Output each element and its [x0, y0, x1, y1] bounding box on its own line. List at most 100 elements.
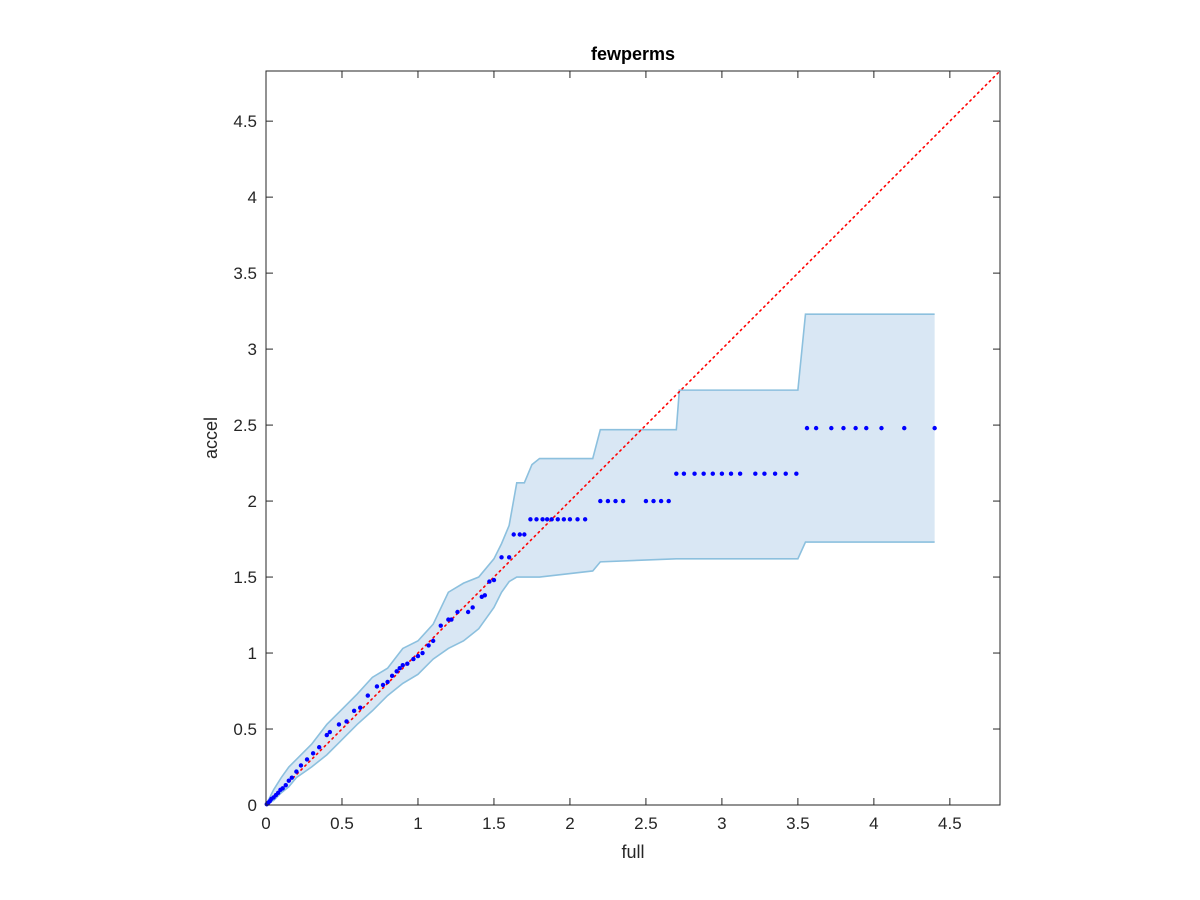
- band-upper-edge: [265, 313, 935, 806]
- chart-title: fewperms: [591, 44, 675, 64]
- data-point: [753, 471, 758, 476]
- y-tick-label: 0.5: [233, 720, 257, 739]
- data-point: [397, 666, 402, 671]
- x-tick-label: 3: [717, 814, 726, 833]
- data-point: [400, 662, 405, 668]
- x-tick-label: 2.5: [634, 814, 658, 833]
- data-point: [280, 786, 285, 791]
- data-point: [829, 425, 834, 431]
- data-point: [499, 555, 504, 560]
- data-point: [482, 593, 488, 598]
- data-point: [658, 498, 664, 504]
- y-tick-label: 2: [248, 492, 257, 511]
- data-point: [540, 517, 545, 522]
- data-point: [415, 653, 421, 659]
- data-point: [605, 498, 611, 504]
- data-point: [710, 471, 715, 476]
- data-point: [841, 425, 846, 431]
- data-point: [598, 498, 603, 504]
- data-point: [567, 517, 573, 522]
- data-point: [446, 617, 451, 622]
- data-point: [549, 517, 554, 522]
- data-point: [506, 555, 512, 560]
- data-point: [561, 517, 567, 522]
- reference-line: [265, 70, 1001, 806]
- y-tick-label: 4.5: [233, 112, 257, 131]
- data-point: [298, 763, 304, 768]
- data-point: [575, 517, 580, 522]
- data-point: [374, 684, 380, 689]
- data-point: [275, 790, 281, 796]
- x-tick-label: 1: [413, 814, 422, 833]
- data-point: [728, 471, 734, 476]
- data-point: [902, 425, 907, 431]
- data-point: [932, 425, 937, 431]
- x-tick-label: 1.5: [482, 814, 506, 833]
- data-point: [681, 471, 687, 476]
- data-point: [286, 778, 291, 783]
- data-point: [289, 775, 295, 780]
- data-point: [674, 471, 679, 476]
- x-tick-label: 4.5: [938, 814, 962, 833]
- data-point: [358, 705, 363, 710]
- x-ticks: 0 0.5 1 1.5 2 2.5 3 3.5 4 4.5: [261, 71, 962, 833]
- y-tick-label: 2.5: [233, 416, 257, 435]
- data-point: [449, 617, 454, 622]
- data-point: [455, 609, 460, 615]
- data-point: [794, 471, 799, 476]
- axes-box: [265, 70, 1001, 806]
- y-tick-label: 1.5: [233, 568, 257, 587]
- data-point: [420, 650, 425, 656]
- data-point: [772, 471, 778, 476]
- data-point: [365, 693, 371, 698]
- confidence-band: [265, 313, 935, 806]
- data-point: [511, 532, 516, 537]
- band-lower-edge: [265, 541, 935, 806]
- data-point: [283, 783, 288, 788]
- data-point: [487, 579, 492, 584]
- data-point: [692, 471, 697, 476]
- data-point: [310, 751, 316, 756]
- data-point: [522, 532, 527, 537]
- x-tick-label: 4: [869, 814, 878, 833]
- data-point: [783, 471, 788, 476]
- x-axis-label: full: [621, 842, 644, 862]
- data-point: [336, 722, 342, 727]
- data-point: [719, 471, 725, 476]
- y-tick-label: 0: [248, 796, 257, 815]
- y-tick-label: 1: [248, 644, 257, 663]
- data-point: [534, 517, 539, 522]
- data-point: [762, 471, 767, 476]
- data-points: [264, 425, 937, 807]
- data-point: [528, 517, 533, 522]
- data-point: [666, 498, 671, 504]
- data-point: [643, 498, 649, 504]
- reference-line-path: [265, 70, 1001, 806]
- data-point: [491, 577, 497, 583]
- data-point: [438, 623, 443, 628]
- y-tick-label: 3: [248, 340, 257, 359]
- data-point: [813, 425, 819, 431]
- y-ticks: 0 0.5 1 1.5 2 2.5 3 3.5 4 4.5: [233, 112, 1000, 815]
- data-point: [544, 517, 550, 522]
- data-point: [380, 682, 386, 688]
- data-point: [864, 425, 869, 431]
- data-point: [853, 425, 858, 431]
- data-point: [879, 425, 884, 431]
- data-point: [294, 769, 299, 774]
- data-point: [701, 471, 706, 476]
- band-area: [266, 314, 935, 805]
- data-point: [555, 517, 560, 522]
- data-point: [804, 425, 810, 431]
- data-point: [385, 679, 390, 685]
- y-tick-label: 3.5: [233, 264, 257, 283]
- data-point: [411, 656, 416, 662]
- data-point: [304, 757, 310, 762]
- axes: [265, 70, 1001, 806]
- data-point: [394, 669, 399, 674]
- data-point: [426, 643, 431, 648]
- data-point: [316, 745, 322, 750]
- data-point: [430, 638, 436, 644]
- x-tick-label: 0.5: [330, 814, 354, 833]
